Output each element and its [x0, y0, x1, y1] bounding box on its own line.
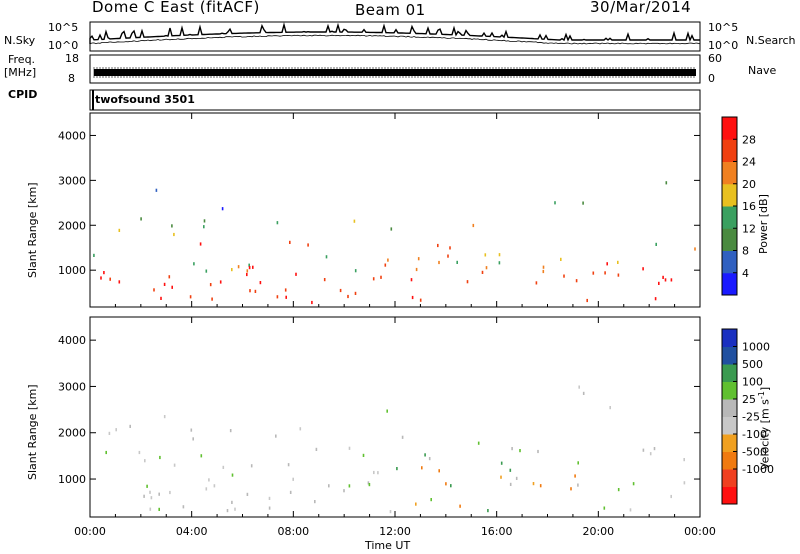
velocity-colorbar-seg: [722, 364, 737, 382]
freq-tick-bottom: 8: [68, 72, 75, 85]
cpid-frame: [89, 89, 701, 111]
power-cb-label: 20: [742, 178, 756, 191]
power-colorbar-seg: [722, 206, 737, 229]
nave-label: Nave: [748, 64, 777, 77]
freq-band: [94, 69, 696, 76]
velocity-colorbar-seg: [722, 434, 737, 452]
velocity-cb-label: -100: [742, 428, 767, 441]
nsky-tick-top: 10^5: [48, 21, 79, 34]
date-label: 30/Mar/2014: [590, 0, 692, 16]
velocity-colorbar-seg: [722, 416, 737, 435]
xlabel: Time UT: [365, 539, 411, 552]
nsearch-tick-bottom: 10^0: [708, 39, 739, 52]
xtick-label: 08:00: [277, 525, 309, 538]
power-colorbar-label: Power [dB]: [757, 194, 770, 254]
power-panel-bg: [90, 113, 700, 307]
xtick-label: 20:00: [582, 525, 614, 538]
nsky-trace: [89, 22, 700, 44]
velocity-cb-label: -25: [742, 411, 760, 424]
nsearch-label: N.Search: [746, 34, 796, 47]
beam-label: Beam 01: [355, 1, 426, 19]
power-ytick-label: 3000: [58, 174, 86, 187]
velocity-colorbar-seg: [722, 399, 737, 417]
power-colorbar-seg: [722, 161, 737, 185]
velocity-ytick-label: 1000: [58, 473, 86, 486]
power-colorbar-seg: [722, 183, 737, 207]
velocity-colorbar-seg: [722, 469, 737, 487]
power-ylabel: Slant Range [km]: [26, 182, 39, 278]
velocity-colorbar-seg: [722, 329, 737, 347]
power-cb-label: 4: [742, 267, 749, 280]
velocity-ytick-label: 3000: [58, 380, 86, 393]
power-ytick-label: 1000: [58, 264, 86, 277]
velocity-label-text: Velocity [m s: [758, 399, 772, 470]
nsky-frame: [89, 21, 701, 52]
xtick-label: 00:00: [74, 525, 106, 538]
velocity-colorbar-seg: [722, 486, 737, 505]
velocity-colorbar-seg: [722, 346, 737, 365]
power-cb-label: 8: [742, 245, 749, 258]
velocity-label-close: ]: [758, 386, 772, 392]
velocity-cb-label: 500: [742, 358, 763, 371]
power-colorbar-seg: [722, 228, 737, 251]
velocity-ytick-label: 4000: [58, 334, 86, 347]
velocity-cb-label: -500: [742, 446, 767, 459]
power-echoes: [93, 181, 696, 305]
nsky-tick-bottom: 10^0: [48, 39, 79, 52]
power-cb-label: 24: [742, 156, 756, 169]
velocity-echoes: [105, 385, 686, 514]
freq-tick-top: 18: [65, 52, 79, 65]
power-colorbar-seg: [722, 117, 737, 140]
plot-title: Dome C East (fitACF): [92, 0, 260, 16]
power-colorbar-seg: [722, 272, 737, 296]
velocity-colorbar-label: Velocity [m s-1]: [757, 387, 772, 470]
freq-unit-label: [MHz]: [4, 66, 37, 79]
power-ytick-label: 4000: [58, 129, 86, 142]
velocity-colorbar-seg: [722, 451, 737, 470]
power-cb-label: 12: [742, 222, 756, 235]
nsearch-trace: [89, 34, 701, 45]
power-colorbar-seg: [722, 139, 737, 162]
velocity-cb-label: 100: [742, 376, 763, 389]
xtick-label: 00:00: [684, 525, 716, 538]
velocity-cb-label: -1000: [742, 463, 774, 476]
nsky-label: N.Sky: [4, 34, 36, 47]
nave-tick-bottom: 0: [708, 72, 715, 85]
power-colorbar-seg: [722, 250, 737, 274]
velocity-ylabel: Slant Range [km]: [26, 384, 39, 480]
nsearch-tick-top: 10^5: [708, 21, 739, 34]
velocity-panel-bg: [90, 317, 700, 517]
xtick-label: 12:00: [379, 525, 411, 538]
cpid-label: CPID: [8, 88, 38, 101]
nave-tick-top: 60: [708, 52, 722, 65]
velocity-ytick-label: 2000: [58, 427, 86, 440]
xtick-label: 04:00: [176, 525, 208, 538]
velocity-cb-label: 1000: [742, 341, 770, 354]
xtick-label: 16:00: [481, 525, 513, 538]
power-cb-label: 16: [742, 200, 756, 213]
freq-label: Freq.: [8, 53, 36, 66]
velocity-colorbar-seg: [722, 381, 737, 400]
freq-frame: [89, 54, 701, 84]
power-cb-label: 28: [742, 133, 756, 146]
cpid-text: twofsound 3501: [95, 93, 195, 106]
power-ytick-label: 2000: [58, 219, 86, 232]
velocity-label-exp: -1: [757, 391, 766, 400]
velocity-cb-label: 25: [742, 393, 756, 406]
